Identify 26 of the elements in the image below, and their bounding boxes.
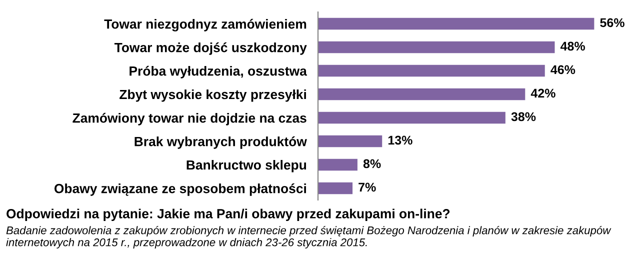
data-label: 46% [550, 65, 576, 74]
y-tick-label: Zbyt wysokie koszty przesyłki [120, 89, 306, 102]
bar [318, 64, 545, 77]
bar [318, 182, 353, 194]
data-label: 56% [600, 18, 624, 28]
bar [318, 88, 526, 100]
y-tick-label: Próba wyłudzenia, oszustwa [130, 66, 307, 78]
bar [318, 158, 358, 171]
bar [318, 41, 555, 54]
bar [318, 18, 594, 30]
bar [318, 135, 382, 148]
y-tick-label: Towar niezgodnyz zamówieniem [104, 18, 306, 32]
y-tick-label: Bankructwo sklepu [186, 160, 306, 172]
data-label: 13% [388, 136, 412, 145]
y-tick-label: Zamówiony towar nie dojdzie na czas [72, 112, 306, 126]
y-tick-label: Obawy związane ze sposobem płatności [54, 183, 306, 196]
bar [318, 112, 506, 124]
data-label: 8% [363, 159, 381, 168]
y-tick-label: Towar może dojść uszkodzony [114, 42, 307, 55]
data-label: 38% [511, 112, 536, 122]
data-label: 7% [358, 182, 376, 192]
y-tick-label: Brak wybranych produktów [134, 136, 307, 149]
data-label: 42% [530, 88, 556, 98]
text: Odpowiedzi na pytanie: Jakie ma Pan/i obawy przed zakupami on-line? [6, 208, 450, 221]
data-label: 48% [560, 42, 585, 51]
text: Badanie zadowolenia z zakupów zrobionych w internecie przed świętami Bożego Narodzenia i planów w zakresie zakupów internetowych na 2015 r., przeprowadzone w dniach 23-26 stycznia 2015. [6, 226, 612, 248]
